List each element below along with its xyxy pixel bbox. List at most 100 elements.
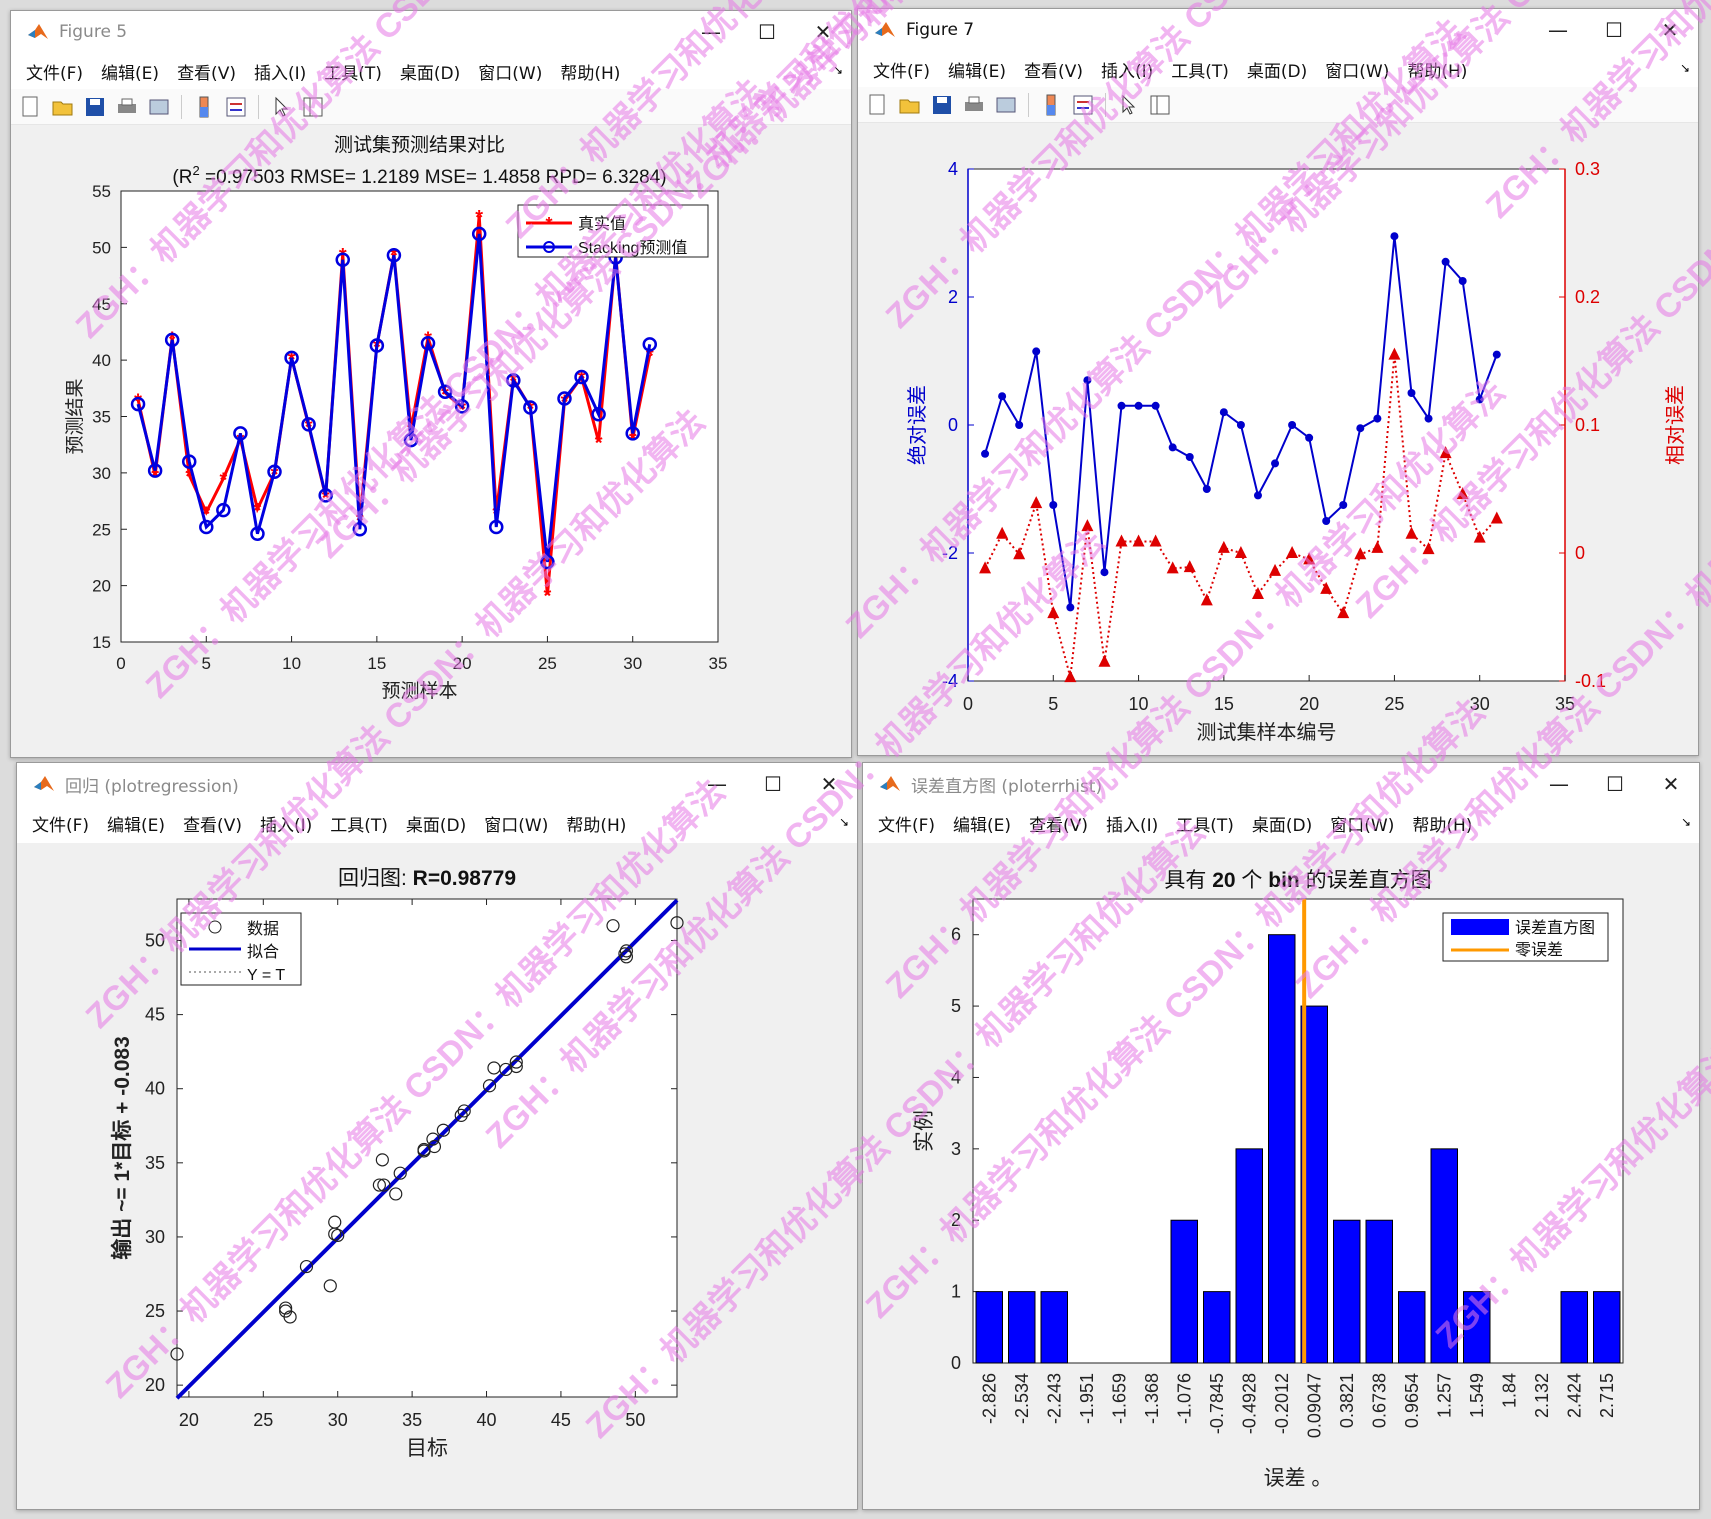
menu-item[interactable]: 帮助(H) — [1407, 61, 1468, 82]
data-point-predicted — [625, 426, 640, 441]
open-file-icon[interactable] — [50, 94, 76, 120]
menu-item[interactable]: 帮助(H) — [1412, 815, 1473, 836]
pointer-icon[interactable] — [268, 94, 294, 120]
data-point-absolute-error — [1288, 421, 1297, 429]
close-button[interactable]: ✕ — [1661, 18, 1679, 42]
data-point-relative-error — [1217, 540, 1230, 553]
save-icon[interactable] — [82, 94, 108, 120]
series-line-predicted — [136, 233, 652, 563]
histogram-bar — [1430, 1148, 1458, 1364]
menu-item[interactable]: 编辑(E) — [107, 815, 166, 836]
data-point-predicted — [591, 406, 606, 422]
toolbar-separator — [258, 94, 259, 119]
y-tick-label-right: 0.2 — [1575, 287, 1600, 307]
menu-item[interactable]: 查看(V) — [183, 815, 242, 836]
menu-item[interactable]: 帮助(H) — [560, 63, 621, 84]
menu-item[interactable]: 桌面(D) — [1246, 61, 1308, 82]
menu-item[interactable]: 查看(V) — [1029, 815, 1088, 836]
menu-item[interactable]: 窗口(W) — [1325, 61, 1390, 82]
property-inspector-icon[interactable] — [1147, 92, 1173, 118]
menu-item[interactable]: 窗口(W) — [478, 63, 543, 84]
new-file-icon[interactable] — [865, 92, 891, 118]
menu-item[interactable]: 插入(I) — [253, 63, 307, 84]
insert-legend-icon[interactable] — [1070, 92, 1096, 118]
menu-item[interactable]: 窗口(W) — [484, 815, 549, 836]
menu-item[interactable]: 查看(V) — [1024, 61, 1083, 82]
menu-item[interactable]: 编辑(E) — [101, 63, 160, 84]
minimize-button[interactable]: — — [1548, 18, 1568, 42]
menu-item[interactable]: 工具(T) — [1171, 61, 1229, 82]
title-bar[interactable]: 回归 (plotregression) — ☐ ✕ — [17, 763, 857, 805]
data-point-predicted — [386, 248, 402, 263]
data-point-relative-error — [1132, 534, 1145, 547]
title-bar[interactable]: Figure 5 — ☐ ✕ — [11, 11, 851, 53]
menu-item[interactable]: 工具(T) — [330, 815, 388, 836]
pointer-icon[interactable] — [1115, 92, 1141, 118]
data-point-predicted — [574, 369, 589, 385]
menu-item[interactable]: 桌面(D) — [405, 815, 467, 836]
menu-item[interactable]: 插入(I) — [1100, 61, 1154, 82]
menu-item[interactable]: 查看(V) — [177, 63, 236, 84]
menu-item[interactable]: 文件(F) — [873, 61, 931, 82]
minimize-button[interactable]: — — [707, 772, 727, 796]
maximize-button[interactable]: ☐ — [1606, 772, 1624, 796]
data-point-predicted — [471, 226, 487, 242]
data-point-absolute-error — [1271, 459, 1280, 468]
maximize-button[interactable]: ☐ — [758, 20, 776, 44]
x-tick-label: 30 — [623, 654, 642, 673]
menu-item[interactable]: 帮助(H) — [566, 815, 627, 836]
menu-item[interactable]: 插入(I) — [259, 815, 313, 836]
figure-7-window: Figure 7 — ☐ ✕ 文件(F) 编辑(E) 查看(V) 插入(I) 工具(T)… — [857, 8, 1699, 756]
y-tick-label: 3 — [951, 1139, 961, 1159]
data-point-predicted — [216, 502, 231, 518]
menu-item[interactable]: 工具(T) — [1176, 815, 1234, 836]
x-tick-label: 0 — [116, 654, 125, 673]
menu-item[interactable]: 窗口(W) — [1330, 815, 1395, 836]
new-file-icon[interactable] — [18, 94, 44, 120]
insert-colorbar-icon[interactable] — [1038, 92, 1064, 118]
link-plot-icon[interactable] — [146, 94, 172, 120]
menu-item[interactable]: 编辑(E) — [953, 815, 1012, 836]
legend-label: 真实值 — [578, 215, 626, 233]
menu-item[interactable]: 插入(I) — [1105, 815, 1159, 836]
menu-overflow-icon[interactable]: ↘ — [1680, 815, 1691, 829]
histogram-bar — [1170, 1219, 1198, 1364]
property-inspector-icon[interactable] — [300, 94, 326, 120]
menu-item[interactable]: 工具(T) — [324, 63, 382, 84]
menu-item[interactable]: 桌面(D) — [1251, 815, 1313, 836]
x-tick-label: 25 — [538, 654, 557, 673]
data-point-absolute-error — [1253, 491, 1262, 500]
print-icon[interactable] — [114, 94, 140, 120]
title-bar[interactable]: Figure 7 — ☐ ✕ — [858, 9, 1698, 51]
print-icon[interactable] — [961, 92, 987, 118]
data-point-predicted — [420, 335, 436, 351]
menu-item[interactable]: 文件(F) — [26, 63, 84, 84]
menu-item[interactable]: 编辑(E) — [948, 61, 1007, 82]
close-button[interactable]: ✕ — [820, 772, 838, 796]
menu-item[interactable]: 桌面(D) — [399, 63, 461, 84]
maximize-button[interactable]: ☐ — [1605, 18, 1623, 42]
menu-overflow-icon[interactable]: ↘ — [832, 63, 843, 77]
data-point-relative-error — [1047, 606, 1060, 619]
data-point-absolute-error — [1100, 568, 1109, 577]
open-file-icon[interactable] — [897, 92, 923, 118]
close-button[interactable]: ✕ — [1662, 772, 1680, 796]
insert-colorbar-icon[interactable] — [191, 94, 217, 120]
title-bar[interactable]: 误差直方图 (ploterrhist) — ☐ ✕ — [863, 763, 1699, 805]
data-point — [454, 1108, 468, 1122]
insert-legend-icon[interactable] — [223, 94, 249, 120]
close-button[interactable]: ✕ — [814, 20, 832, 44]
maximize-button[interactable]: ☐ — [764, 772, 782, 796]
data-point-absolute-error — [1185, 453, 1194, 461]
save-icon[interactable] — [929, 92, 955, 118]
menu-overflow-icon[interactable]: ↘ — [838, 815, 849, 829]
menu-item[interactable]: 文件(F) — [878, 815, 936, 836]
menu-item[interactable]: 文件(F) — [32, 815, 90, 836]
link-plot-icon[interactable] — [993, 92, 1019, 118]
chart-title: 具有 20 个 bin 的误差直方图 — [1164, 869, 1431, 892]
minimize-button[interactable]: — — [701, 20, 721, 44]
menu-overflow-icon[interactable]: ↘ — [1679, 61, 1690, 75]
y-tick-label: 1 — [951, 1282, 961, 1302]
minimize-button[interactable]: — — [1549, 772, 1569, 796]
window-title: Figure 5 — [59, 22, 128, 42]
